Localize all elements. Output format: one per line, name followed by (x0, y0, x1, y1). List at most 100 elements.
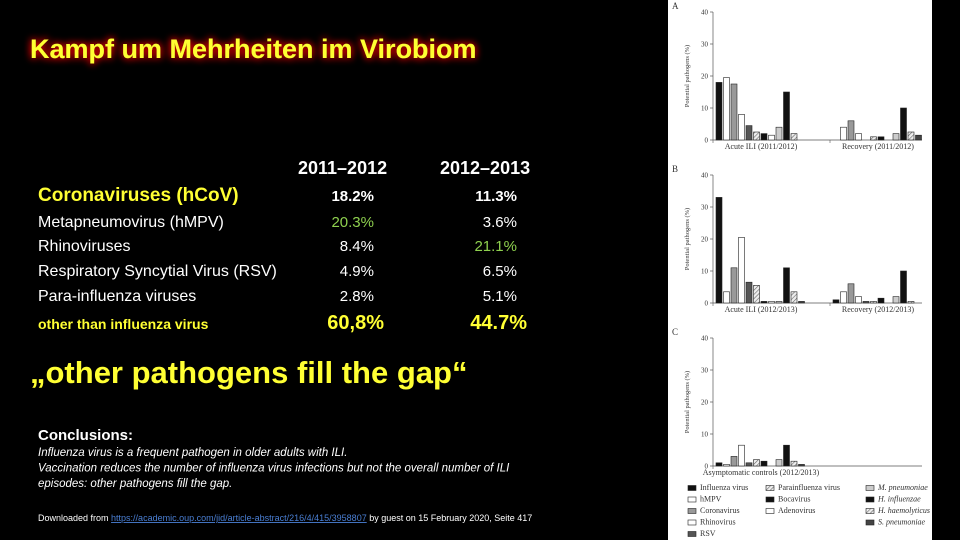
cell-value: 6.5% (483, 263, 517, 280)
bar (768, 301, 775, 304)
cell-value: 60,8% (327, 312, 384, 334)
bar (723, 77, 730, 141)
bar (798, 464, 805, 467)
bar (723, 291, 730, 304)
bar (753, 285, 760, 304)
cell-value: 44.7% (470, 312, 527, 334)
slide-title: Kampf um Mehrheiten im Virobiom (30, 34, 477, 64)
bar (855, 296, 862, 304)
bar (768, 134, 775, 141)
group-label: Acute ILI (2011/2012) (725, 142, 798, 151)
bar (900, 270, 907, 304)
y-tick-label: 0 (705, 137, 709, 145)
cell-value: 2.8% (340, 288, 374, 305)
y-tick-label: 30 (701, 204, 709, 212)
group-label: Acute ILI (2012/2013) (725, 305, 798, 314)
bar (798, 301, 805, 304)
legend-swatch (865, 496, 875, 503)
legend-label: Parainfluenza virus (778, 483, 840, 492)
legend-swatch (765, 496, 775, 503)
legend-label: hMPV (700, 495, 722, 504)
bar (775, 301, 783, 304)
cell-value: 21.1% (474, 238, 517, 255)
bar (900, 107, 907, 141)
bar (760, 133, 768, 141)
y-tick-label: 20 (701, 73, 709, 81)
bar (870, 136, 877, 141)
y-tick-label: 10 (701, 431, 709, 439)
row-label: Rhinoviruses (38, 238, 130, 255)
y-tick-label: 40 (701, 172, 709, 180)
cell-value: 8.4% (340, 238, 374, 255)
panel-label: C (672, 327, 678, 337)
bar (790, 291, 798, 304)
conclusion-line: Vaccination reduces the number of influe… (38, 463, 510, 475)
bar (760, 301, 768, 304)
panel-label: B (672, 164, 678, 174)
bar (723, 464, 730, 467)
panel-label: A (672, 1, 679, 11)
group-label: Recovery (2011/2012) (842, 142, 914, 151)
cell-value: 4.9% (340, 263, 374, 280)
y-tick-label: 40 (701, 9, 709, 17)
column-header: 2012–2013 (440, 158, 530, 178)
bar (847, 120, 855, 141)
legend-swatch (865, 508, 875, 514)
y-tick-label: 30 (701, 367, 709, 375)
cell-value: 3.6% (483, 214, 517, 231)
bar (753, 459, 760, 467)
bar (783, 91, 790, 141)
legend-label: Coronavirus (700, 506, 740, 515)
y-axis-label: Potential pathogens (%) (684, 45, 691, 107)
legend-swatch (687, 508, 697, 514)
bar (877, 297, 885, 304)
legend-label: Bocavirus (778, 495, 810, 504)
group-label: Asymptomatic controls (2012/2013) (703, 468, 820, 477)
footer-prefix: Downloaded from (38, 513, 111, 523)
bar (783, 267, 790, 304)
row-label: Para-influenza viruses (38, 288, 196, 305)
footer-link[interactable]: https://academic.oup.com/jid/article-abs… (111, 513, 367, 523)
bar (745, 281, 753, 304)
bar (892, 296, 900, 304)
y-tick-label: 40 (701, 335, 709, 343)
bar (715, 82, 723, 141)
legend-label: Adenovirus (778, 506, 815, 515)
legend-swatch (765, 508, 775, 514)
conclusion-line: Influenza virus is a frequent pathogen i… (38, 447, 347, 459)
legend-label: H. haemolyticus (877, 506, 930, 515)
bar (790, 133, 798, 141)
legend-swatch (765, 485, 775, 491)
legend-swatch (865, 519, 875, 526)
bar (715, 462, 723, 467)
bar (892, 133, 900, 141)
row-label: other than influenza virus (38, 316, 209, 332)
bar (775, 126, 783, 141)
legend-swatch (687, 531, 697, 537)
conclusions-heading: Conclusions: (38, 427, 133, 444)
y-tick-label: 20 (701, 399, 709, 407)
legend-swatch (687, 496, 697, 503)
bar (855, 133, 862, 141)
bar (738, 114, 745, 141)
bar (738, 444, 745, 467)
cell-value: 20.3% (331, 214, 374, 231)
bar (753, 131, 760, 141)
conclusion-line: episodes: other pathogens fill the gap. (38, 478, 232, 490)
y-tick-label: 20 (701, 236, 709, 244)
bar (745, 462, 753, 467)
bar (877, 136, 885, 141)
legend-label: S. pneumoniae (878, 518, 926, 527)
y-tick-label: 0 (705, 300, 709, 308)
y-tick-label: 10 (701, 105, 709, 113)
legend-swatch (865, 485, 875, 491)
bar (730, 456, 738, 467)
bar (775, 459, 783, 467)
cell-value: 18.2% (331, 188, 374, 205)
bar (907, 301, 915, 304)
row-label: Metapneumovirus (hMPV) (38, 214, 224, 231)
bar (760, 460, 768, 467)
bar (915, 134, 922, 141)
